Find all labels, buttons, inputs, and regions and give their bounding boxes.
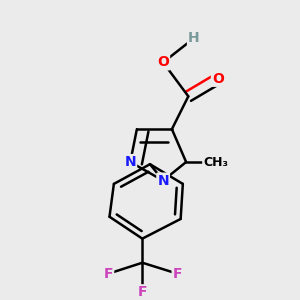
Text: F: F [138, 285, 147, 299]
Text: N: N [124, 155, 136, 169]
Text: F: F [104, 267, 113, 281]
Text: F: F [172, 267, 182, 281]
Text: O: O [157, 56, 169, 69]
Text: H: H [188, 31, 200, 45]
Text: CH₃: CH₃ [203, 155, 228, 169]
Text: O: O [212, 72, 224, 86]
Text: N: N [157, 174, 169, 188]
